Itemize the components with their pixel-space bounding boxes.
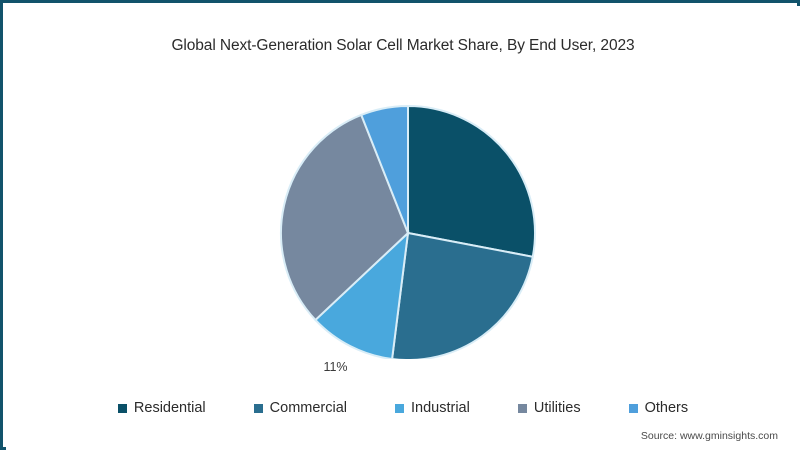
legend-item-label: Residential [133,400,206,416]
pie-slice-utilities[interactable] [280,113,410,322]
pie-slice-residential[interactable] [407,104,536,258]
legend-swatch-icon [628,403,638,413]
legend-item-utilities[interactable]: Utilities [517,400,581,416]
pie-slice-others[interactable] [359,104,409,234]
legend-item-residential[interactable]: Residential [117,400,206,416]
legend-item-label: Commercial [269,400,347,416]
legend-item-label: Industrial [411,400,470,416]
pie-slice-commercial[interactable] [391,231,534,359]
legend-item-industrial[interactable]: Industrial [395,400,470,416]
legend-swatch-icon [253,403,263,413]
page-title: Global Next-Generation Solar Cell Market… [171,37,635,54]
chart-canvas: Global Next-Generation Solar Cell Market… [6,6,800,450]
legend-swatch-icon [395,403,404,413]
legend-item-label: Others [644,400,689,416]
pie-chart-svg [280,104,536,359]
pie-slice-industrial[interactable] [314,230,410,359]
legend-swatch-icon [517,403,527,413]
chart-legend: Residential Commercial Industrial Utilities… [6,400,800,416]
legend-item-others[interactable]: Others [628,400,689,416]
legend-item-label: Utilities [533,400,581,416]
legend-item-commercial[interactable]: Commercial [253,400,347,416]
legend-swatch-icon [117,403,127,413]
source-attribution: Source: www.gminsights.com [640,430,778,442]
slice-data-label-industrial: 11% [323,359,348,374]
pie-chart: 11% [6,6,800,450]
